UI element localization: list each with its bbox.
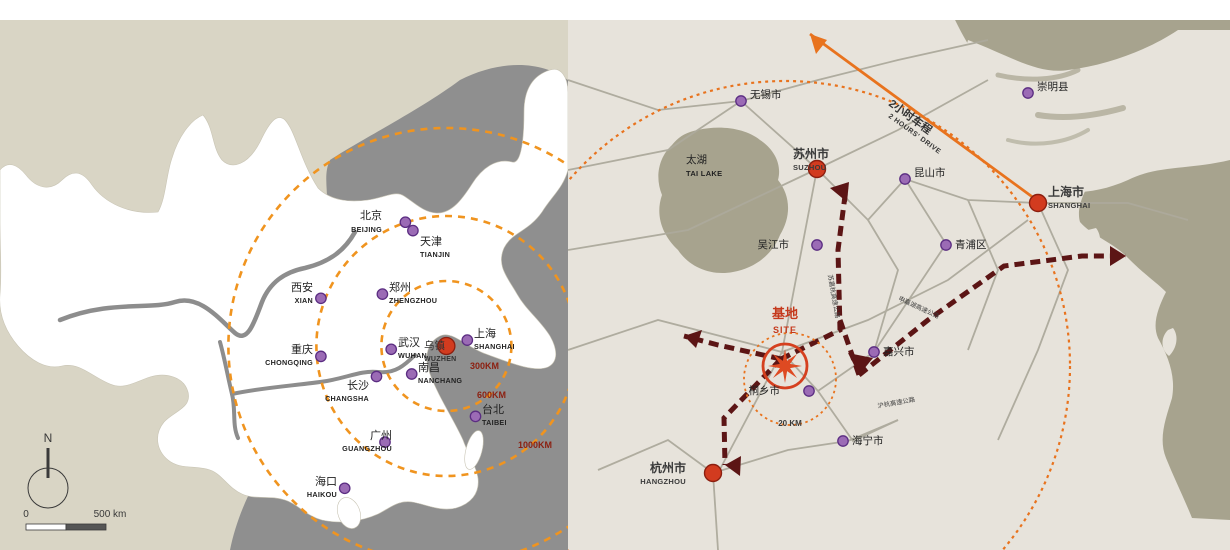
svg-text:吴江市: 吴江市: [758, 238, 790, 251]
svg-text:天津: 天津: [420, 235, 442, 248]
svg-text:TAI LAKE: TAI LAKE: [686, 169, 722, 178]
svg-text:西安: 西安: [291, 280, 313, 294]
svg-text:HAIKOU: HAIKOU: [307, 490, 337, 499]
svg-text:基地: 基地: [771, 306, 798, 321]
svg-text:乌镇: 乌镇: [424, 339, 445, 352]
svg-text:NANCHANG: NANCHANG: [418, 376, 462, 385]
svg-text:嘉兴市: 嘉兴市: [883, 345, 915, 358]
svg-text:海口: 海口: [315, 474, 337, 488]
svg-text:SUZHOU: SUZHOU: [793, 163, 826, 172]
svg-text:SHANGHAI: SHANGHAI: [474, 342, 515, 351]
svg-text:昆山市: 昆山市: [914, 166, 946, 179]
svg-text:TIANJIN: TIANJIN: [420, 250, 450, 259]
svg-text:海宁市: 海宁市: [852, 434, 884, 447]
svg-text:青浦区: 青浦区: [955, 238, 987, 251]
svg-text:杭州市: 杭州市: [650, 460, 686, 475]
svg-text:XIAN: XIAN: [295, 296, 313, 305]
svg-text:TAIBEI: TAIBEI: [482, 418, 507, 427]
svg-text:太湖: 太湖: [686, 153, 707, 166]
svg-text:苏州市: 苏州市: [793, 146, 829, 161]
svg-text:WUZHEN: WUZHEN: [424, 356, 457, 363]
svg-text:崇明县: 崇明县: [1037, 81, 1069, 93]
svg-text:0: 0: [23, 509, 29, 520]
svg-text:CHANGSHA: CHANGSHA: [325, 394, 369, 403]
svg-text:600KM: 600KM: [477, 390, 506, 400]
svg-text:500 km: 500 km: [94, 509, 127, 520]
svg-text:300KM: 300KM: [470, 361, 499, 371]
svg-text:无锡市: 无锡市: [750, 88, 782, 101]
svg-text:GUANGZHOU: GUANGZHOU: [342, 444, 392, 453]
svg-text:武汉: 武汉: [398, 336, 420, 349]
svg-text:郑州: 郑州: [389, 280, 411, 294]
svg-text:N: N: [44, 431, 53, 445]
svg-text:桐乡市: 桐乡市: [749, 384, 781, 397]
svg-text:BEIJING: BEIJING: [351, 225, 382, 234]
svg-text:上海: 上海: [474, 326, 496, 340]
svg-text:上海市: 上海市: [1048, 184, 1084, 199]
svg-text:长沙: 长沙: [347, 379, 369, 392]
svg-text:重庆: 重庆: [291, 342, 313, 356]
svg-text:HANGZHOU: HANGZHOU: [640, 477, 686, 486]
svg-text:WUHAN: WUHAN: [398, 351, 427, 360]
svg-text:1000KM: 1000KM: [518, 440, 552, 450]
svg-text:SITE: SITE: [773, 325, 797, 335]
svg-text:ZHENGZHOU: ZHENGZHOU: [389, 296, 437, 305]
svg-text:台北: 台北: [482, 402, 504, 416]
svg-text:20 KM: 20 KM: [778, 419, 802, 428]
svg-text:北京: 北京: [360, 208, 382, 222]
svg-text:CHONGQING: CHONGQING: [265, 358, 313, 367]
svg-text:广州: 广州: [370, 429, 392, 442]
svg-text:SHANGHAI: SHANGHAI: [1048, 201, 1090, 210]
